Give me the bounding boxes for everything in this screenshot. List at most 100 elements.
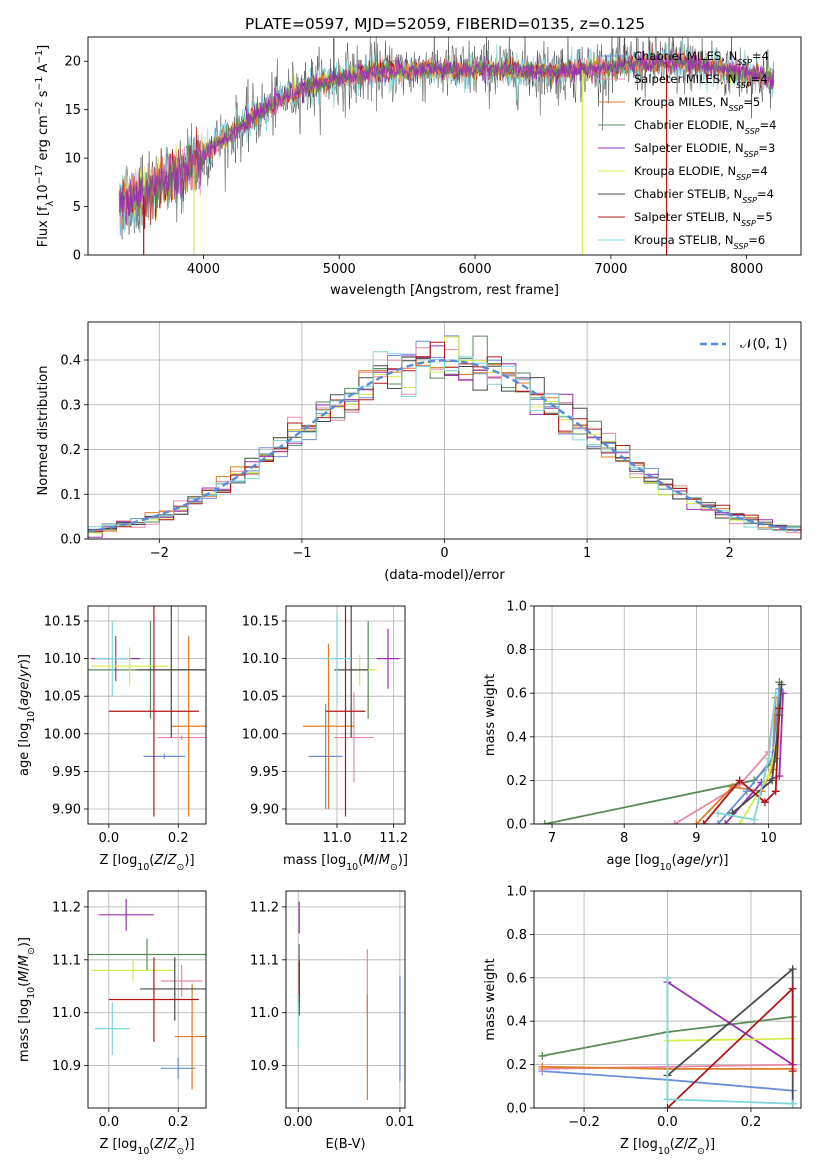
weight-marker — [775, 704, 784, 713]
weight-line — [731, 684, 783, 814]
axes-frame — [533, 605, 802, 825]
tick-label-y: 0.2 — [506, 1058, 527, 1073]
tick-label-y: 10.05 — [242, 690, 279, 705]
tick-label-y: 9.90 — [52, 802, 81, 817]
axes-frame — [87, 321, 802, 540]
weight-marker — [788, 1067, 797, 1076]
y-axis-label: mass weight — [483, 674, 498, 756]
weight-line — [717, 688, 781, 824]
y-axis-label: mass weight — [483, 958, 498, 1040]
tick-label-y: 9.95 — [52, 765, 81, 780]
legend-label: Chabrier MILES, NSSP=4 — [634, 49, 769, 67]
tick-label-x: 0.0 — [98, 831, 119, 846]
tick-label-y: 15 — [64, 103, 81, 118]
tick-label-x: 8 — [620, 831, 628, 846]
panel-spectrum: 4000 5000 6000 7000 8000 0 5 10 15 20 Chabrier MIL… — [34, 36, 802, 298]
x-axis-label: E(B-V) — [325, 1137, 365, 1152]
weight-marker — [777, 680, 786, 689]
x-axis-label: (data-model)/error — [384, 568, 505, 583]
panel-weights_vs_age: 7 8 9 10 0.0 0.2 0.4 0.6 0.8 1.0 age [log10(age/yr… — [483, 600, 802, 873]
figure-title: PLATE=0597, MJD=52059, FIBERID=0135, z=0… — [245, 15, 645, 33]
tick-label-y: 0 — [73, 249, 81, 264]
weight-marker — [714, 809, 723, 818]
axes-frame — [87, 605, 207, 825]
x-axis-label: mass [log10(M/M⊙)] — [283, 853, 408, 873]
tick-label-x: 0.0 — [98, 1115, 119, 1130]
weight-marker — [663, 973, 672, 982]
tick-label-x: 0.0 — [657, 1115, 678, 1130]
weight-marker — [735, 776, 744, 785]
axes-frame — [285, 890, 406, 1109]
weight-line — [717, 693, 777, 821]
normal-curve — [88, 359, 799, 533]
tick-label-y: 10.05 — [44, 690, 81, 705]
tick-label-y: 5 — [73, 200, 81, 215]
weight-line — [666, 967, 794, 1104]
axes-frame — [533, 890, 802, 1109]
tick-label-x: 7000 — [594, 262, 627, 277]
tick-label-x: 0.2 — [168, 831, 189, 846]
tick-label-x: 0.00 — [284, 1115, 313, 1130]
tick-label-y: 0.1 — [60, 488, 81, 503]
tick-label-y: 10.9 — [52, 1059, 81, 1074]
weight-marker — [788, 984, 797, 993]
tick-label-y: 1.0 — [506, 885, 527, 900]
tick-label-x: −0.2 — [568, 1115, 600, 1130]
tick-label-y: 0.4 — [60, 354, 81, 369]
y-axis-label: mass [log10(M/M⊙)] — [17, 937, 37, 1062]
tick-label-x: 4000 — [187, 262, 220, 277]
tick-label-y: 0.8 — [506, 928, 527, 943]
x-axis-label: age [log10(age/yr)] — [606, 853, 728, 873]
tick-label-x: −2 — [150, 546, 169, 561]
y-axis-label: age [log10(age/yr)] — [17, 654, 37, 776]
weight-marker — [768, 776, 777, 785]
legend-label: Chabrier STELIB, NSSP=4 — [634, 187, 774, 205]
tick-label-y: 0.0 — [506, 818, 527, 833]
tick-label-y: 0.2 — [60, 443, 81, 458]
legend-label: Salpeter MILES, NSSP=4 — [634, 72, 768, 90]
tick-label-x: 8000 — [730, 262, 763, 277]
plot-area — [538, 965, 797, 1108]
axes-frame — [87, 890, 207, 1109]
weight-line — [666, 986, 794, 1108]
tick-label-x: 6000 — [459, 262, 492, 277]
weight-marker — [771, 787, 780, 796]
weight-marker — [538, 1051, 547, 1060]
tick-label-y: 0.4 — [506, 730, 527, 745]
plot-area — [303, 606, 400, 817]
panel-age_vs_mass: 11.0 11.2 9.90 9.95 10.00 10.05 10.10 10.15 mass… — [242, 605, 408, 873]
panel-residuals: −2 −1 0 1 2 0.0 0.1 0.2 0.3 0.4 𝒩(0, 1) (data-model… — [36, 321, 802, 583]
legend-label: Salpeter STELIB, NSSP=5 — [634, 210, 773, 228]
tick-label-y: 0.3 — [60, 398, 81, 413]
tick-label-x: −1 — [292, 546, 311, 561]
weight-line — [544, 682, 781, 824]
weight-marker — [771, 689, 780, 698]
x-axis-label: Z [log10(Z/Z⊙)] — [620, 1137, 715, 1157]
plot-area — [118, 37, 775, 255]
tick-label-y: 9.95 — [250, 765, 279, 780]
tick-label-y: 11.0 — [52, 1006, 81, 1021]
panel-mass_vs_EBV: 0.00 0.01 10.9 11.0 11.1 11.2 — [250, 890, 414, 1130]
tick-label-y: 11.2 — [52, 900, 81, 915]
weight-marker — [538, 1062, 547, 1071]
plot-area — [88, 898, 206, 1090]
tick-label-y: 9.90 — [250, 802, 279, 817]
weight-line — [674, 693, 777, 824]
tick-label-x: 2 — [726, 546, 734, 561]
weight-marker — [692, 820, 701, 824]
weight-marker — [714, 820, 723, 824]
tick-label-x: 11.0 — [323, 831, 352, 846]
x-axis-label: wavelength [Angstrom, rest frame] — [330, 283, 559, 298]
tick-label-y: 10 — [64, 152, 81, 167]
tick-label-x: 0.01 — [385, 1115, 414, 1130]
axes-frame — [285, 605, 406, 825]
plot-area — [297, 901, 401, 1101]
tick-label-y: 10.10 — [242, 652, 279, 667]
tick-label-y: 11.1 — [250, 953, 279, 968]
weight-marker — [788, 1099, 797, 1108]
legend-label: Kroupa STELIB, NSSP=6 — [634, 233, 765, 251]
legend-label: Kroupa ELODIE, NSSP=4 — [634, 164, 768, 182]
legend-label: 𝒩(0, 1) — [740, 337, 787, 352]
legend-label: Kroupa MILES, NSSP=5 — [634, 95, 760, 113]
tick-label-y: 0.2 — [506, 774, 527, 789]
